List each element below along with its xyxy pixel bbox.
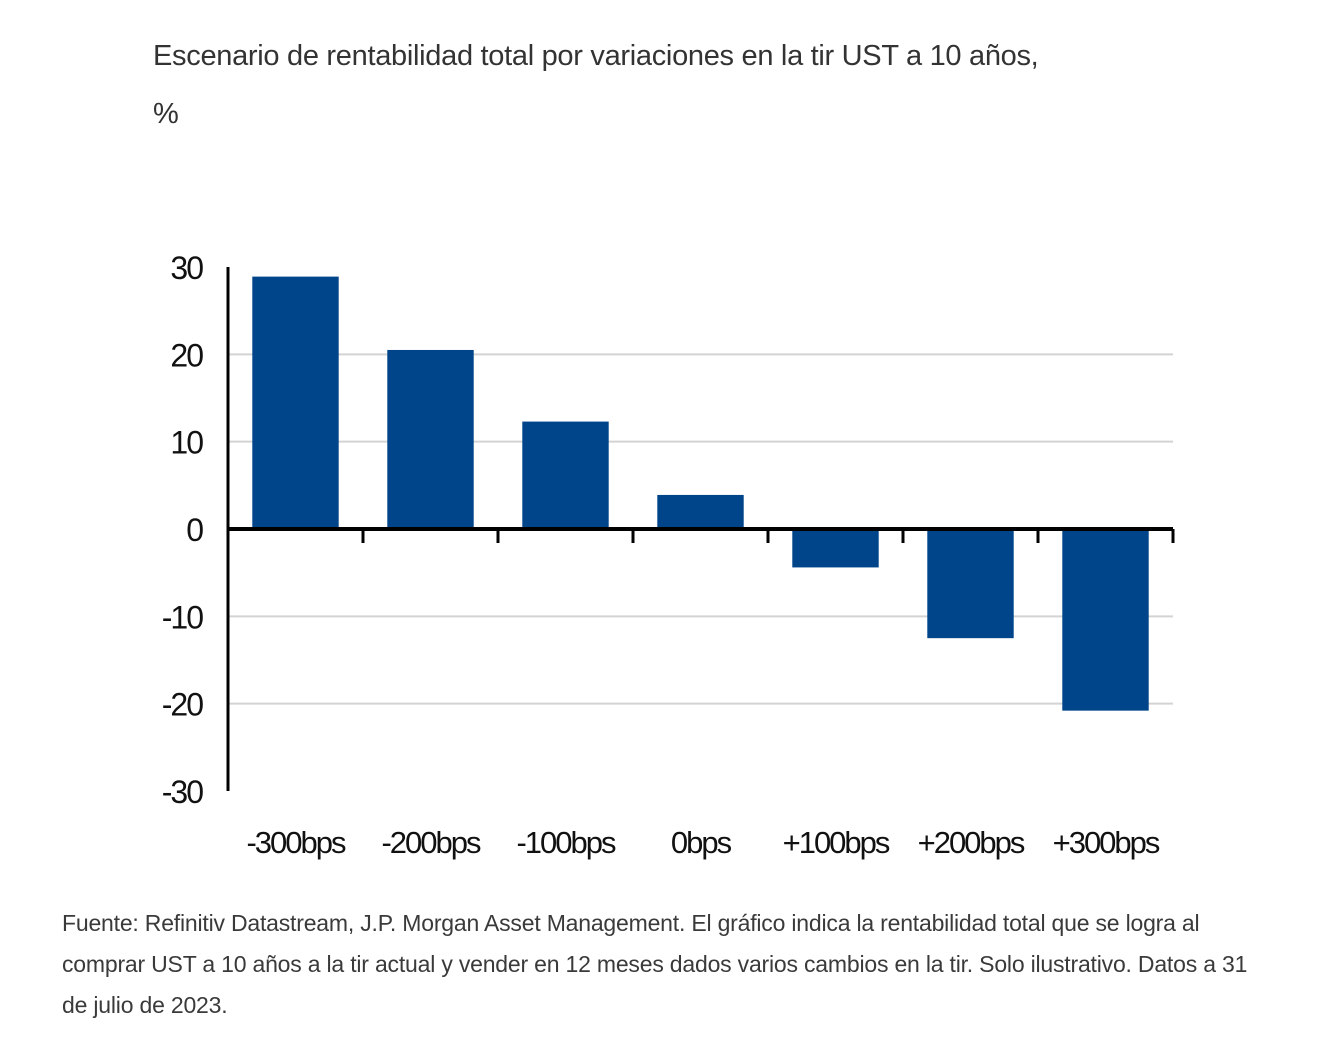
bar-0bps [657,494,744,529]
bar-+300bps [1062,529,1149,711]
gridlines [228,353,1173,705]
y-tick-label: -30 [162,774,203,810]
x-tick-label: +100bps [783,825,890,860]
y-tick-label: -10 [162,599,203,635]
bar-chart: 30 20 10 0 -10 -20 -30 -300bps -200bps -100bps 0b… [162,250,1175,860]
x-tick-label: 0bps [671,825,732,860]
y-tick-label: 0 [186,512,203,548]
bar--300bps [252,276,339,529]
y-tick-label: -20 [162,687,203,723]
x-tick-label: +200bps [918,825,1025,860]
bar-+200bps [927,529,1014,639]
y-tick-label: 20 [170,337,203,373]
x-tick-label: -300bps [246,825,346,860]
chart-unit-label: % [153,98,179,130]
x-tick-label: -200bps [381,825,481,860]
bars [252,276,1149,711]
x-tick-label: -100bps [516,825,616,860]
chart-title: Escenario de rentabilidad total por vari… [153,40,1039,72]
bar-+100bps [792,529,879,568]
y-tick-label: 30 [170,250,203,286]
x-tick-label: +300bps [1053,825,1160,860]
source-footnote: Fuente: Refinitiv Datastream, J.P. Morga… [62,910,1248,1018]
bar--100bps [522,421,609,529]
y-tick-labels: 30 20 10 0 -10 -20 -30 [162,250,205,810]
bar--200bps [387,349,474,529]
x-tick-labels: -300bps -200bps -100bps 0bps +100bps +200bps +… [246,825,1161,860]
y-tick-label: 10 [170,425,203,461]
axes [226,267,1175,791]
